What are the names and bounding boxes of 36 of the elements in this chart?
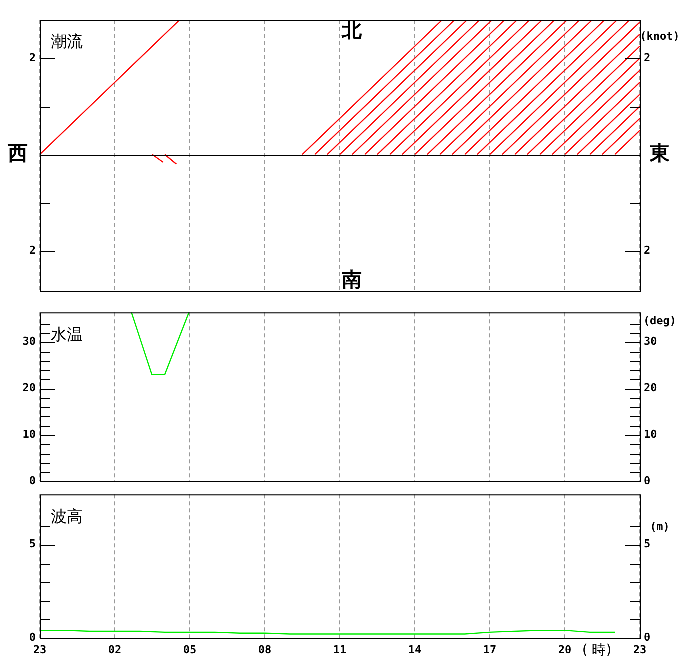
x-tick-label: 08 — [258, 643, 272, 656]
text: 東 — [649, 140, 670, 165]
y2-tick-label: 0 — [644, 630, 651, 644]
text: 潮流 — [51, 32, 83, 52]
text: 波高 — [51, 506, 83, 526]
y2-tick-label: 0 — [644, 474, 651, 488]
y2-axis-title: (deg) — [643, 314, 677, 328]
y2-tick-label: 20 — [644, 382, 658, 395]
x-tick-label: 23 — [633, 643, 647, 656]
y-tick-label: 30 — [22, 335, 36, 348]
y2-tick-label: 5 — [644, 538, 651, 551]
y2-axis-title: (m) — [650, 520, 670, 534]
y-tick-label: 5 — [29, 538, 36, 551]
x-tick-label: 23 — [33, 643, 47, 656]
x-tick-label: 11 — [333, 643, 347, 656]
x-tick-label: 02 — [108, 643, 122, 656]
y2-axis-title: (knot) — [640, 30, 680, 43]
x-tick-label: 17 — [483, 643, 497, 656]
y-tick-label: 2 — [29, 244, 36, 257]
text: 水温 — [51, 324, 83, 344]
y2-tick-label: 10 — [644, 428, 658, 441]
y-tick-label: 20 — [22, 382, 36, 395]
annotation: 南 — [341, 268, 362, 292]
x-tick-label: 20 — [558, 643, 572, 656]
y-tick-label: 10 — [22, 428, 36, 441]
x-tick-label: 05 — [183, 643, 197, 656]
y-tick-label: 0 — [29, 630, 36, 644]
x-axis-title: ( 時) — [582, 642, 612, 659]
text: 西 — [7, 140, 28, 165]
y2-tick-label: 30 — [644, 335, 658, 348]
y2-tick-label: 2 — [644, 244, 651, 257]
annotation: 北 — [341, 18, 363, 42]
y-tick-label: 0 — [29, 474, 36, 488]
y2-tick-label: 2 — [644, 51, 651, 64]
y-tick-label: 2 — [29, 51, 36, 64]
x-tick-label: 14 — [408, 643, 422, 656]
